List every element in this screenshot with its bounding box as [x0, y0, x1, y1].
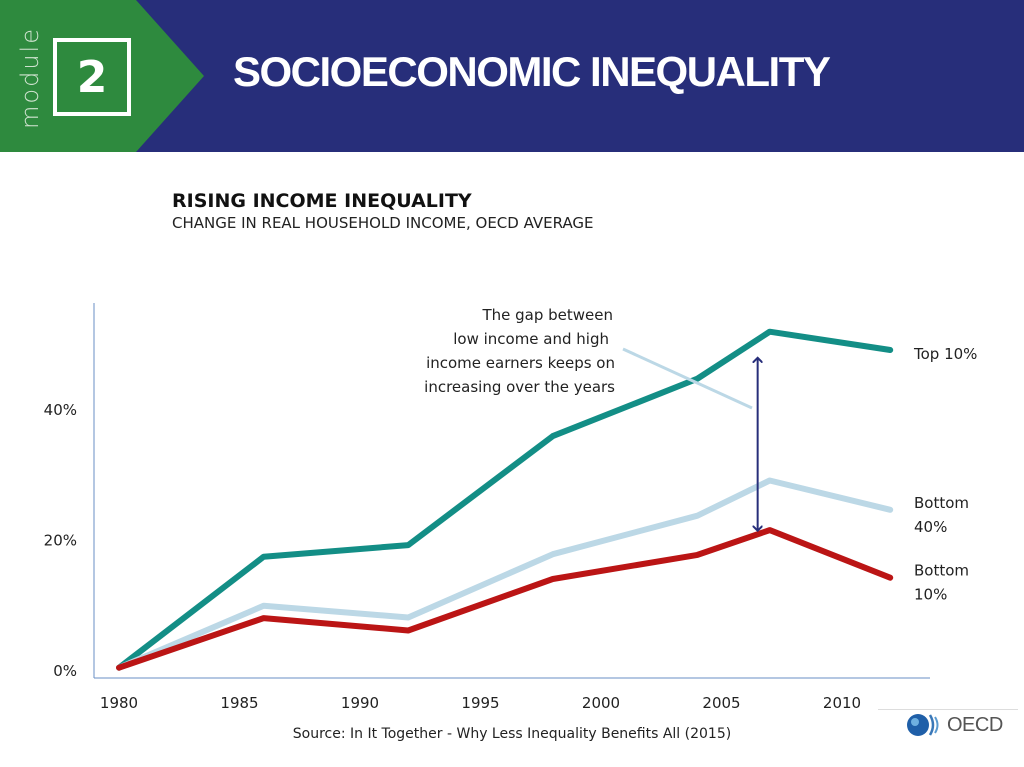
series-line-bottom-40	[116, 477, 894, 671]
series-label: Top 10%	[913, 345, 977, 363]
x-tick-label: 2010	[823, 694, 861, 712]
x-tick-label: 1980	[100, 694, 138, 712]
series-label: Bottom 10%	[914, 562, 969, 604]
header-banner: module 2 SOCIOECONOMIC INEQUALITY	[0, 0, 1024, 152]
annotation-pointer-line	[622, 347, 753, 410]
x-tick-label: 1990	[341, 694, 379, 712]
chart-title: RISING INCOME INEQUALITY	[172, 190, 472, 212]
module-badge-shape	[0, 0, 204, 152]
series-line-top-10	[116, 328, 894, 671]
y-tick-label: 20%	[44, 532, 77, 550]
annotation-text: The gap between low income and high income…	[424, 306, 615, 396]
logo-divider	[878, 709, 1018, 710]
x-tick-label: 2005	[702, 694, 740, 712]
source-note: Source: In It Together - Why Less Inequa…	[292, 726, 732, 742]
x-tick-label: 1995	[461, 694, 499, 712]
x-tick-label: 1985	[220, 694, 258, 712]
oecd-logo: OECD	[905, 712, 1003, 738]
series-label: Bottom 40%	[914, 494, 969, 536]
y-tick-label: 0%	[53, 662, 77, 680]
oecd-logo-text: OECD	[947, 713, 1003, 736]
y-tick-label: 40%	[44, 401, 77, 419]
module-number: 2	[53, 38, 131, 116]
oecd-globe-icon	[907, 714, 939, 736]
page-title: SOCIOECONOMIC INEQUALITY	[233, 48, 831, 95]
chart-subtitle: CHANGE IN REAL HOUSEHOLD INCOME, OECD AV…	[172, 214, 594, 232]
x-tick-label: 2000	[582, 694, 620, 712]
series-line-bottom-10	[116, 527, 894, 671]
